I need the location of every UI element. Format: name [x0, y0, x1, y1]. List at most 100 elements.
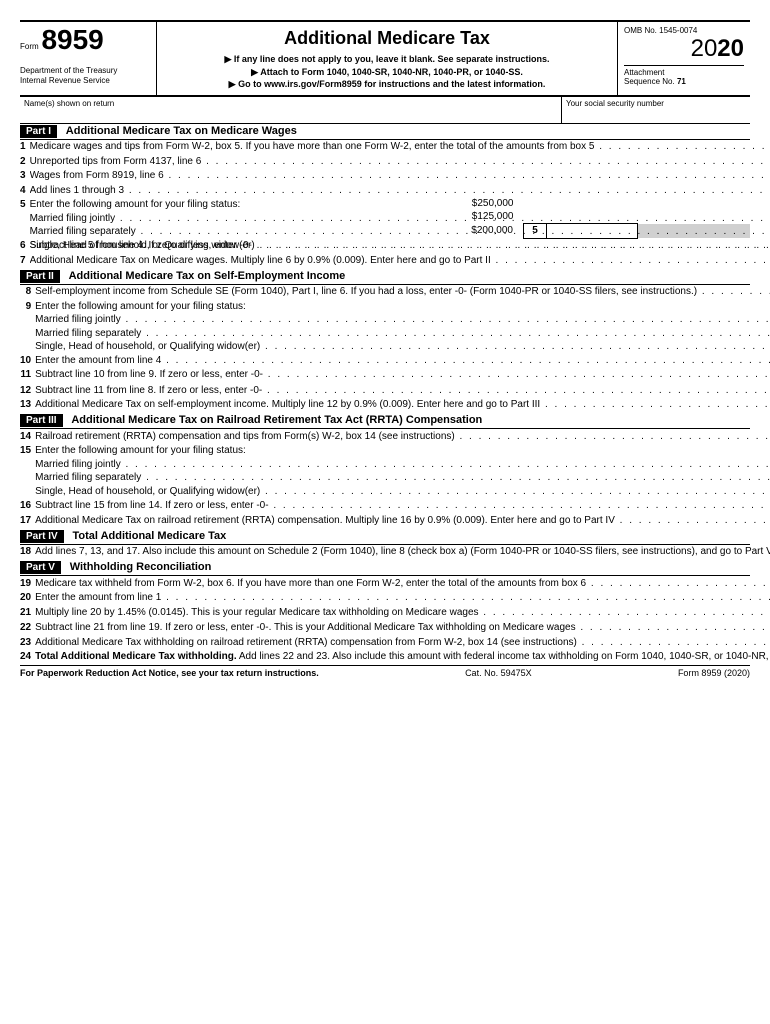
line-11-text: Subtract line 10 from line 9. If zero or…	[35, 369, 263, 380]
amt-5c-v: $200,000	[453, 224, 513, 238]
line-9b: Married filing separately	[35, 328, 141, 339]
line-22-num: 22	[20, 621, 35, 636]
form-title: Additional Medicare Tax	[163, 28, 611, 49]
part5-header-row: Part V Withholding Reconciliation	[20, 560, 750, 576]
part3-header-row: Part III Additional Medicare Tax on Rail…	[20, 413, 750, 429]
line-23-num: 23	[20, 636, 35, 651]
attach-1: Attachment	[624, 68, 664, 77]
names-row: Name(s) shown on return Your social secu…	[20, 97, 750, 124]
part2-table: 8 Self-employment income from Schedule S…	[20, 285, 770, 384]
line-23-text: Additional Medicare Tax withholding on r…	[35, 637, 577, 648]
part4-header-row: Part IV Total Additional Medicare Tax	[20, 529, 750, 545]
ssn-label: Your social security number	[561, 97, 750, 123]
part4-header: Part IV	[20, 530, 64, 543]
form-number: 8959	[41, 24, 103, 55]
part1-title: Additional Medicare Tax on Medicare Wage…	[60, 125, 297, 137]
header-right: OMB No. 1545-0074 2020 Attachment Sequen…	[618, 22, 750, 95]
part5-title: Withholding Reconciliation	[64, 561, 212, 573]
part3-header: Part III	[20, 414, 63, 427]
line-11-num: 11	[20, 368, 35, 383]
part2-header: Part II	[20, 270, 60, 283]
line-22-text: Subtract line 21 from line 19. If zero o…	[35, 622, 575, 633]
line-2-text: Unreported tips from Form 4137, line 6	[30, 156, 202, 167]
line-5a: Married filing jointly	[30, 213, 116, 224]
line-13-num: 13	[20, 398, 35, 413]
attach-2: Sequence No.	[624, 77, 677, 86]
footer-left: For Paperwork Reduction Act Notice, see …	[20, 668, 319, 678]
line-16-num: 16	[20, 499, 35, 514]
dept: Department of the Treasury Internal Reve…	[20, 66, 150, 85]
part5-table: 19 Medicare tax withheld from Form W-2, …	[20, 576, 770, 621]
line-15-num: 15	[20, 444, 35, 498]
part1-header-row: Part I Additional Medicare Tax on Medica…	[20, 124, 750, 140]
amt-5a-v: $250,000	[454, 197, 514, 211]
footer-right: Form 8959 (2020)	[678, 668, 750, 678]
line-5b: Married filing separately	[30, 226, 136, 237]
line-24-text: Add lines 22 and 23. Also include this a…	[237, 651, 770, 662]
line-19-text: Medicare tax withheld from Form W-2, box…	[35, 578, 586, 589]
line-17-text: Additional Medicare Tax on railroad reti…	[35, 515, 615, 526]
subtitle-1: If any line does not apply to you, leave…	[234, 54, 550, 64]
part2-table-b: 12 Subtract line 11 from line 8. If zero…	[20, 383, 770, 413]
line-12-num: 12	[20, 384, 35, 399]
part4-table: 18 Add lines 7, 13, and 17. Also include…	[20, 545, 770, 561]
line-15a: Married filing jointly	[35, 459, 121, 470]
part3-table: 14 Railroad retirement (RRTA) compensati…	[20, 429, 770, 499]
line-15-text: Enter the following amount for your fili…	[35, 444, 770, 458]
line-21-text: Multiply line 20 by 1.45% (0.0145). This…	[35, 607, 478, 618]
line-10-text: Enter the amount from line 4	[35, 355, 161, 366]
part5-header: Part V	[20, 561, 61, 574]
line-4-text: Add lines 1 through 3	[30, 185, 125, 196]
part1-table-b: 6 Subtract line 5 from line 4. If zero o…	[20, 239, 770, 269]
line-24-bold: Total Additional Medicare Tax withholdin…	[35, 651, 236, 662]
line-6-text: Subtract line 5 from line 4. If zero or …	[30, 240, 252, 251]
line-8-text: Self-employment income from Schedule SE …	[35, 286, 697, 297]
line-6-num: 6	[20, 239, 30, 254]
line-18-text: Add lines 7, 13, and 17. Also include th…	[35, 546, 770, 557]
year-suffix: 20	[717, 35, 744, 62]
header-mid: Additional Medicare Tax ▶ If any line do…	[157, 22, 618, 95]
subtitle-2: Attach to Form 1040, 1040-SR, 1040-NR, 1…	[260, 67, 523, 77]
part4-title: Total Additional Medicare Tax	[66, 530, 226, 542]
line-18-num: 18	[20, 545, 35, 560]
part5-table-b: 22 Subtract line 21 from line 19. If zer…	[20, 621, 770, 666]
line-20-text: Enter the amount from line 1	[35, 592, 161, 603]
names-label: Name(s) shown on return	[20, 97, 561, 123]
line-17-num: 17	[20, 514, 35, 529]
line-15c: Single, Head of household, or Qualifying…	[35, 486, 260, 497]
line-3-text: Wages from Form 8919, line 6	[30, 170, 164, 181]
dept-line2: Internal Revenue Service	[20, 76, 150, 86]
line-21-num: 21	[20, 606, 35, 621]
line-7-num: 7	[20, 254, 30, 269]
form-header: Form 8959 Department of the Treasury Int…	[20, 20, 750, 97]
part2-header-row: Part II Additional Medicare Tax on Self-…	[20, 269, 750, 285]
footer: For Paperwork Reduction Act Notice, see …	[20, 665, 750, 678]
line-16-text: Subtract line 15 from line 14. If zero o…	[35, 500, 268, 511]
line-24-num: 24	[20, 650, 35, 665]
part3-table-b: 16 Subtract line 15 from line 14. If zer…	[20, 499, 770, 529]
line-13-text: Additional Medicare Tax on self-employme…	[35, 399, 540, 410]
line-14-num: 14	[20, 430, 35, 445]
line-19-num: 19	[20, 577, 35, 592]
amt-5b-v: $125,000	[454, 210, 514, 224]
line-7-text: Additional Medicare Tax on Medicare wage…	[30, 255, 491, 266]
header-left: Form 8959 Department of the Treasury Int…	[20, 22, 157, 95]
part2-title: Additional Medicare Tax on Self-Employme…	[63, 270, 346, 282]
dept-line1: Department of the Treasury	[20, 66, 150, 76]
line-15b: Married filing separately	[35, 472, 141, 483]
line-12-text: Subtract line 11 from line 8. If zero or…	[35, 385, 262, 396]
line-8-num: 8	[20, 285, 35, 300]
line-14-text: Railroad retirement (RRTA) compensation …	[35, 431, 455, 442]
line-3-num: 3	[20, 169, 30, 184]
line-1-text: Medicare wages and tips from Form W-2, b…	[30, 141, 595, 152]
line-9c: Single, Head of household, or Qualifying…	[35, 341, 260, 352]
line-2-num: 2	[20, 155, 30, 170]
subtitle-3: Go to www.irs.gov/Form8959 for instructi…	[238, 79, 545, 89]
part1-header: Part I	[20, 125, 57, 138]
year-prefix: 20	[691, 35, 718, 62]
part1-table: 1 Medicare wages and tips from Form W-2,…	[20, 140, 770, 253]
line-9-num: 9	[20, 300, 35, 354]
line-1-num: 1	[20, 140, 30, 155]
line-20-num: 20	[20, 591, 35, 606]
line-9-text: Enter the following amount for your fili…	[35, 300, 770, 314]
